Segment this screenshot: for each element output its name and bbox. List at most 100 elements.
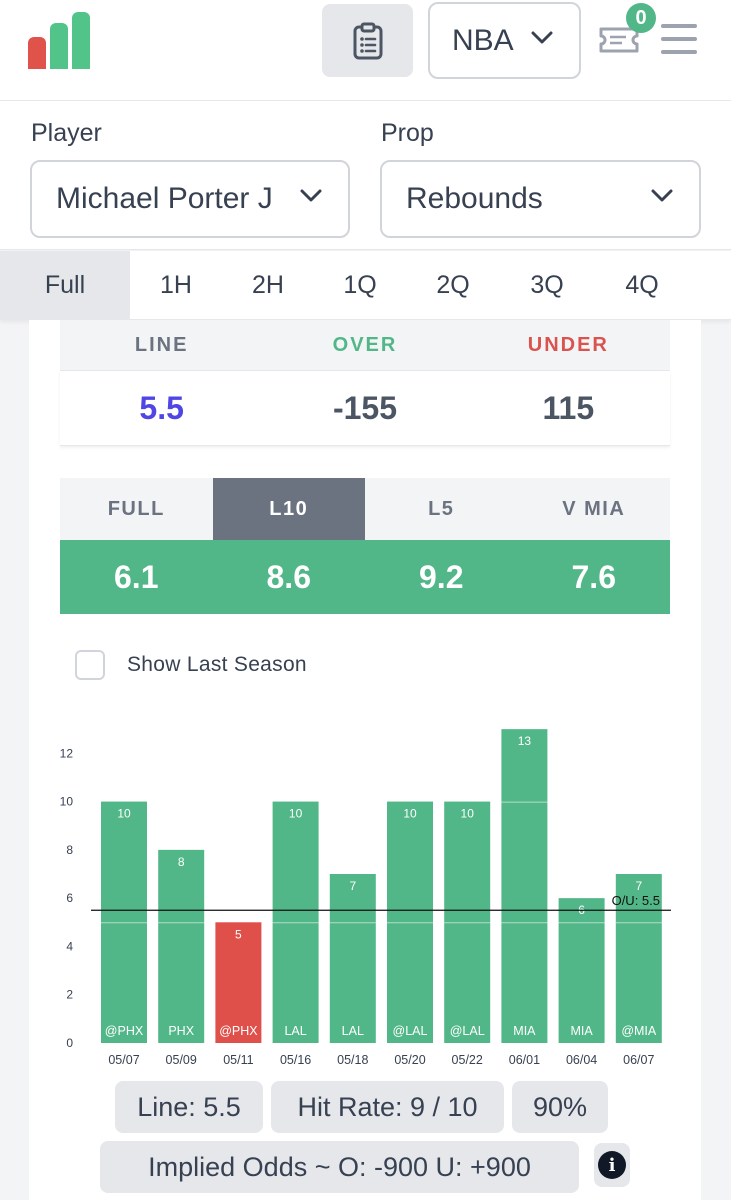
tab-full[interactable]: Full (0, 251, 130, 320)
bar (215, 922, 262, 1043)
show-last-season-checkbox[interactable] (75, 650, 105, 680)
y-tick-label: 6 (66, 891, 73, 905)
x-tick-label: 05/16 (280, 1053, 311, 1067)
avg-value-full: 6.1 (114, 558, 159, 595)
bar-opponent-label: MIA (513, 1024, 536, 1038)
bar-value-label: 13 (518, 734, 532, 748)
player-select[interactable]: Michael Porter J (30, 160, 350, 238)
bar (615, 874, 662, 1043)
line-header: LINE (134, 333, 189, 356)
bar-opponent-label: MIA (570, 1024, 593, 1038)
y-tick-label: 8 (66, 843, 73, 857)
bar-opponent-label: @PHX (219, 1024, 258, 1038)
chevron-down-icon (531, 31, 553, 44)
x-tick-label: 05/11 (223, 1053, 253, 1067)
league-select[interactable]: NBA (428, 2, 581, 79)
bar-value-label: 7 (635, 879, 642, 893)
average-values: 6.1 8.6 9.2 7.6 (60, 540, 670, 614)
bar (501, 729, 548, 1043)
hamburger-menu-icon[interactable] (661, 24, 697, 54)
implied-odds-pill: Implied Odds ~ O: -900 U: +900 (100, 1141, 579, 1193)
x-tick-label: 05/07 (108, 1053, 139, 1067)
x-tick-label: 05/20 (394, 1053, 425, 1067)
bar (387, 801, 433, 1043)
y-tick-label: 4 (66, 939, 73, 953)
bar-opponent-label: LAL (342, 1024, 364, 1038)
ticket-icon[interactable] (598, 24, 640, 56)
bar-opponent-label: @LAL (450, 1024, 485, 1038)
betslip-count-badge: 0 (626, 3, 656, 33)
avg-value-l10: 8.6 (266, 558, 311, 595)
bar-value-label: 8 (178, 855, 185, 869)
hit-percent-pill: 90% (512, 1081, 608, 1133)
line-pill: Line: 5.5 (115, 1081, 263, 1133)
avg-value-v-mia: 7.6 (571, 558, 616, 595)
x-tick-label: 05/18 (337, 1053, 368, 1067)
under-header: UNDER (527, 333, 609, 356)
clipboard-button[interactable] (322, 4, 413, 77)
bar-value-label: 10 (289, 807, 303, 821)
tab-2h[interactable]: 2H (252, 271, 284, 299)
line-odds-values: 5.5 -155 115 (60, 370, 670, 446)
bar (329, 874, 376, 1043)
bar (558, 898, 605, 1043)
hit-rate-pill: Hit Rate: 9 / 10 (271, 1081, 504, 1133)
over-odds-value: -155 (332, 389, 398, 426)
line-value: 5.5 (139, 389, 184, 426)
league-select-value: NBA (452, 23, 514, 57)
threshold-label: O/U: 5.5 (612, 893, 660, 908)
x-tick-label: 05/09 (166, 1053, 197, 1067)
player-select-value: Michael Porter J (56, 182, 273, 215)
bar-opponent-label: @LAL (393, 1024, 428, 1038)
line-odds-header: LINE OVER UNDER (60, 320, 670, 370)
bar-value-label: 5 (235, 927, 242, 941)
avg-value-l5: 9.2 (419, 558, 464, 595)
tab-3q[interactable]: 3Q (530, 271, 564, 299)
chevron-down-icon (651, 189, 673, 202)
y-tick-label: 0 (66, 1036, 73, 1050)
bar-opponent-label: LAL (284, 1024, 306, 1038)
logo-bar-green-tall (72, 12, 90, 69)
tab-2q[interactable]: 2Q (436, 271, 470, 299)
tab-1h[interactable]: 1H (160, 271, 192, 299)
bar (158, 849, 205, 1043)
x-tick-label: 05/22 (452, 1053, 483, 1067)
clipboard-icon (353, 22, 382, 59)
over-header: OVER (332, 333, 398, 356)
bar (101, 801, 147, 1043)
avg-tab-v-mia[interactable]: V MIA (562, 497, 626, 520)
app-header: NBA 0 (0, 0, 731, 101)
x-tick-label: 06/01 (509, 1053, 540, 1067)
x-tick-label: 06/04 (566, 1053, 597, 1067)
info-button[interactable]: i (594, 1143, 630, 1187)
prop-selectors: Player Michael Porter J Prop Rebounds (0, 101, 731, 250)
bar-value-label: 10 (117, 807, 131, 821)
bar-opponent-label: @PHX (105, 1024, 144, 1038)
tab-4q[interactable]: 4Q (625, 271, 659, 299)
prop-label: Prop (381, 119, 434, 147)
average-tabs: FULL L10 L5 V MIA (60, 478, 670, 540)
under-odds-value: 115 (542, 389, 595, 426)
avg-tab-full[interactable]: FULL (107, 497, 165, 520)
show-last-season-label: Show Last Season (127, 653, 307, 676)
bar-value-label: 7 (349, 879, 356, 893)
prop-card: LINE OVER UNDER 5.5 -155 115 FULL L10 L5… (29, 320, 701, 1200)
y-tick-label: 12 (60, 746, 74, 760)
info-icon: i (598, 1151, 626, 1179)
prop-select[interactable]: Rebounds (380, 160, 701, 238)
avg-tab-l10[interactable]: L10 (212, 478, 365, 540)
avg-tab-l5[interactable]: L5 (428, 497, 455, 520)
tab-1q[interactable]: 1Q (343, 271, 377, 299)
period-tabs: Full 1H 2H 1Q 2Q 3Q 4Q (0, 251, 731, 320)
logo-bar-red (28, 37, 46, 69)
logo-bar-green-mid (50, 23, 68, 69)
bar-value-label: 10 (461, 807, 475, 821)
x-tick-label: 06/07 (623, 1053, 654, 1067)
app-logo[interactable] (28, 12, 92, 69)
player-label: Player (31, 119, 102, 147)
prop-select-value: Rebounds (406, 182, 543, 215)
bar-value-label: 10 (403, 807, 417, 821)
chevron-down-icon (300, 189, 322, 202)
bar (444, 801, 491, 1043)
bar-opponent-label: @MIA (621, 1024, 657, 1038)
